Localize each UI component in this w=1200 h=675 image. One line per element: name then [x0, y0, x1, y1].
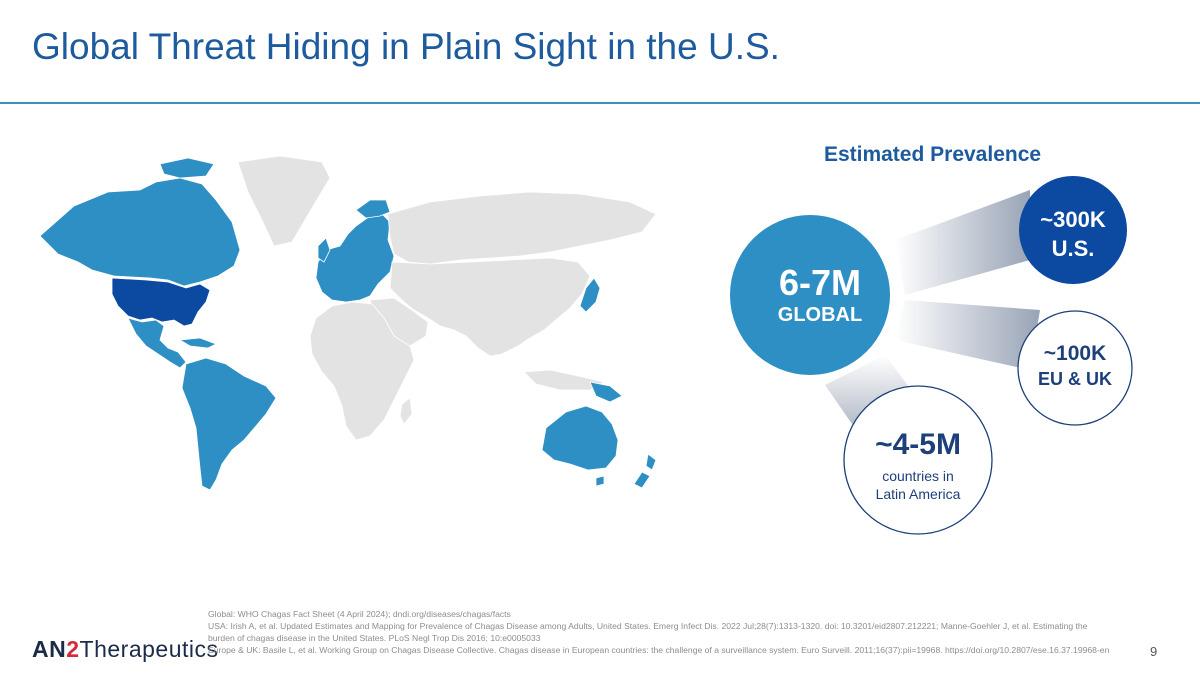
references: Global: WHO Chagas Fact Sheet (4 April 2… [208, 608, 1143, 656]
reference-line: Global: WHO Chagas Fact Sheet (4 April 2… [208, 609, 511, 619]
us-label: U.S. [1051, 236, 1095, 261]
logo-two: 2 [66, 636, 80, 662]
map-new-zealand [633, 453, 657, 489]
map-japan [579, 277, 601, 313]
map-mexico-central-america [127, 317, 187, 369]
latin-america-label-line2: Latin America [875, 486, 961, 502]
prevalence-diagram [730, 176, 1133, 535]
global-circle [730, 215, 890, 375]
us-circle [1019, 176, 1127, 284]
latin-america-circle [843, 385, 993, 535]
global-label: GLOBAL [777, 304, 863, 326]
logo-therapeutics: Therapeutics [79, 636, 219, 662]
map-australia [541, 405, 619, 471]
map-south-america [181, 357, 277, 491]
map-africa [309, 301, 415, 441]
map-usa [111, 277, 211, 327]
map-scandinavia [355, 199, 391, 219]
global-value: 6-7M [778, 262, 862, 303]
prevalence-heading: Estimated Prevalence [823, 143, 1042, 166]
map-uk [317, 237, 331, 263]
map-russia [387, 191, 657, 265]
map-canada [39, 177, 241, 287]
title-divider [0, 102, 1200, 104]
latin-america-label: countries in Latin America [843, 467, 993, 503]
reference-line: burden of chagas disease in the United S… [208, 633, 541, 643]
wedge-us [895, 190, 1030, 295]
company-logo: AN2Therapeutics [32, 636, 219, 663]
us-value: ~300K [1040, 207, 1106, 232]
map-greenland [237, 155, 331, 247]
eu-uk-value: ~100K [1043, 342, 1107, 365]
world-map: .grey { fill:#e3e3e3; stroke:#ffffff; st… [39, 155, 657, 491]
map-caribbean [178, 337, 217, 349]
map-tasmania [595, 475, 605, 487]
latin-america-value: ~4-5M [875, 428, 961, 461]
logo-an: AN [32, 636, 67, 662]
page-number: 9 [1150, 644, 1158, 659]
reference-line: USA: Irish A, et al. Updated Estimates a… [208, 621, 1088, 631]
slide-title: Global Threat Hiding in Plain Sight in t… [32, 26, 780, 67]
map-canada-islands [159, 157, 215, 179]
wedge-eu-uk [895, 300, 1040, 370]
eu-uk-circle [1017, 310, 1133, 426]
latin-america-label-line1: countries in [882, 468, 954, 484]
map-asia [389, 257, 591, 357]
map-madagascar [399, 397, 413, 425]
reference-line: Europe & UK: Basile L, et al. Working Gr… [208, 645, 1110, 655]
map-europe [315, 213, 395, 303]
eu-uk-label: EU & UK [1037, 369, 1112, 389]
map-papua-new-guinea [589, 381, 623, 403]
